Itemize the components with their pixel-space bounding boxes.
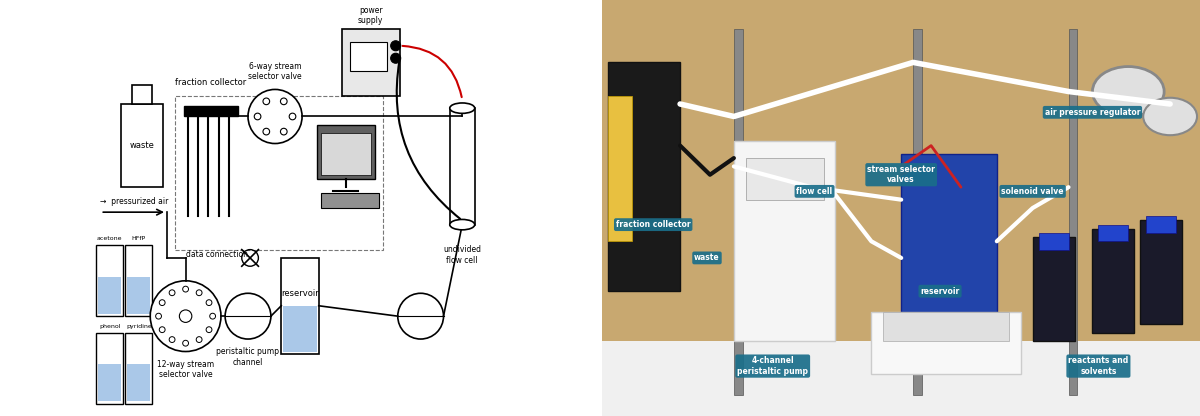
FancyBboxPatch shape	[608, 62, 680, 291]
FancyBboxPatch shape	[1098, 225, 1128, 241]
FancyBboxPatch shape	[901, 154, 997, 312]
Text: 12-way stream
selector valve: 12-way stream selector valve	[157, 360, 214, 379]
Circle shape	[289, 113, 296, 120]
Circle shape	[391, 41, 401, 51]
FancyBboxPatch shape	[127, 277, 150, 314]
Ellipse shape	[450, 103, 475, 113]
Text: pyridine: pyridine	[126, 324, 151, 329]
FancyBboxPatch shape	[281, 258, 319, 354]
Circle shape	[169, 290, 175, 296]
Circle shape	[248, 89, 302, 144]
Text: flow cell: flow cell	[797, 187, 833, 196]
Circle shape	[226, 293, 271, 339]
Text: solenoid valve: solenoid valve	[1002, 187, 1064, 196]
Circle shape	[206, 300, 212, 305]
FancyBboxPatch shape	[871, 312, 1021, 374]
Circle shape	[179, 310, 192, 322]
Text: power
supply: power supply	[358, 5, 384, 25]
FancyBboxPatch shape	[96, 333, 124, 404]
Text: HFfP: HFfP	[132, 236, 146, 241]
FancyBboxPatch shape	[132, 85, 152, 104]
Circle shape	[206, 327, 212, 333]
FancyBboxPatch shape	[734, 29, 743, 395]
Circle shape	[197, 337, 202, 342]
FancyBboxPatch shape	[342, 29, 400, 96]
Text: reactants and
solvents: reactants and solvents	[1068, 357, 1128, 376]
FancyBboxPatch shape	[350, 42, 388, 71]
Text: phenol: phenol	[98, 324, 120, 329]
FancyBboxPatch shape	[320, 193, 379, 208]
FancyBboxPatch shape	[98, 277, 121, 314]
Text: acetone: acetone	[97, 236, 122, 241]
FancyBboxPatch shape	[320, 133, 371, 175]
FancyBboxPatch shape	[1092, 229, 1134, 333]
Circle shape	[281, 128, 287, 135]
Text: stream selector
valves: stream selector valves	[868, 165, 935, 184]
FancyBboxPatch shape	[1140, 220, 1182, 324]
Circle shape	[150, 281, 221, 352]
Circle shape	[397, 293, 444, 339]
Text: peristaltic pump
channel: peristaltic pump channel	[216, 347, 280, 367]
FancyBboxPatch shape	[883, 312, 1009, 341]
Text: fraction collector: fraction collector	[616, 220, 690, 229]
FancyBboxPatch shape	[121, 104, 163, 187]
Ellipse shape	[450, 220, 475, 230]
FancyBboxPatch shape	[608, 96, 632, 241]
Circle shape	[182, 340, 188, 346]
Circle shape	[263, 98, 270, 105]
FancyBboxPatch shape	[127, 364, 150, 401]
Text: →  pressurized air: → pressurized air	[101, 197, 169, 206]
FancyBboxPatch shape	[98, 364, 121, 401]
Circle shape	[1092, 67, 1164, 116]
Text: waste: waste	[694, 253, 720, 262]
FancyBboxPatch shape	[734, 141, 835, 341]
Circle shape	[197, 290, 202, 296]
FancyBboxPatch shape	[602, 341, 1200, 416]
FancyBboxPatch shape	[1068, 29, 1078, 395]
FancyBboxPatch shape	[746, 158, 823, 200]
FancyBboxPatch shape	[450, 108, 475, 225]
FancyBboxPatch shape	[1039, 233, 1068, 250]
Text: undivided
flow cell: undivided flow cell	[443, 245, 481, 265]
FancyBboxPatch shape	[602, 0, 1200, 416]
FancyBboxPatch shape	[1033, 237, 1074, 341]
Circle shape	[160, 300, 166, 305]
Text: data connection: data connection	[186, 250, 248, 259]
Text: reservoir: reservoir	[920, 287, 960, 296]
Circle shape	[169, 337, 175, 342]
Circle shape	[281, 98, 287, 105]
Circle shape	[254, 113, 260, 120]
Circle shape	[156, 313, 162, 319]
Circle shape	[160, 327, 166, 333]
FancyBboxPatch shape	[184, 106, 238, 116]
FancyBboxPatch shape	[125, 333, 152, 404]
FancyBboxPatch shape	[96, 245, 124, 316]
Circle shape	[182, 286, 188, 292]
Text: air pressure regulator: air pressure regulator	[1045, 108, 1140, 117]
Text: 6-way stream
selector valve: 6-way stream selector valve	[248, 62, 302, 81]
Text: reservoir: reservoir	[281, 289, 319, 298]
FancyBboxPatch shape	[913, 29, 922, 395]
FancyBboxPatch shape	[283, 306, 317, 352]
FancyBboxPatch shape	[317, 125, 374, 179]
Circle shape	[391, 53, 401, 63]
FancyBboxPatch shape	[125, 245, 152, 316]
Circle shape	[263, 128, 270, 135]
Circle shape	[210, 313, 216, 319]
FancyBboxPatch shape	[1146, 216, 1176, 233]
Text: fraction collector: fraction collector	[175, 78, 246, 87]
Text: 4-channel
peristaltic pump: 4-channel peristaltic pump	[737, 357, 809, 376]
Text: waste: waste	[130, 141, 155, 150]
Circle shape	[1144, 98, 1198, 135]
